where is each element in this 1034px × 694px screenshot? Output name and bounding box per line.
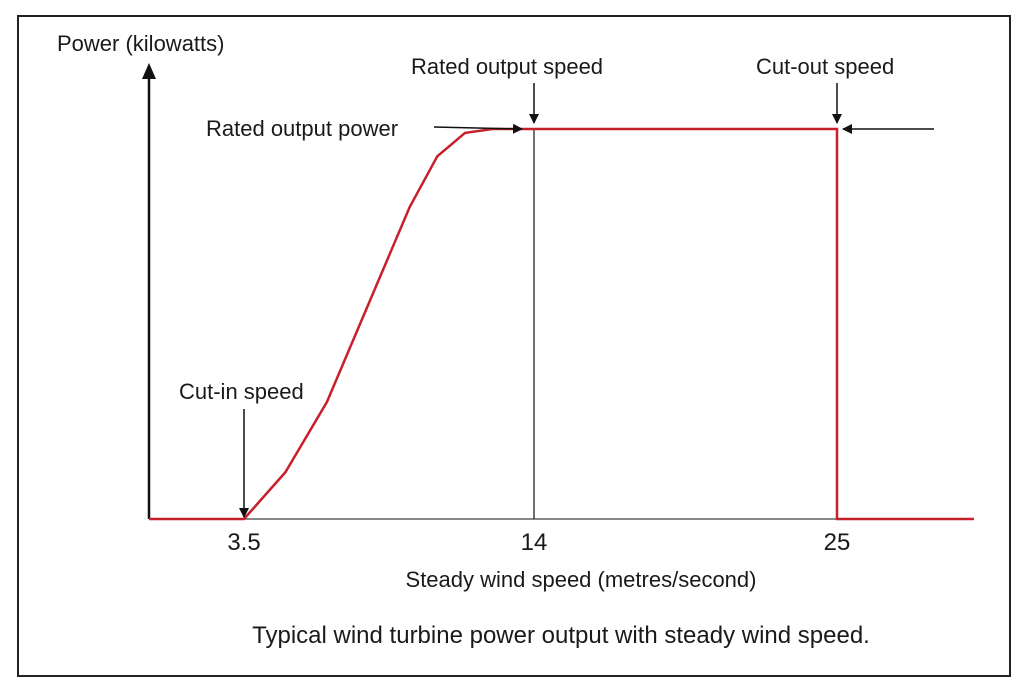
x-tick-label-25: 25 — [824, 529, 851, 556]
figure-caption: Typical wind turbine power output with s… — [252, 622, 870, 649]
x-tick-label-14: 14 — [521, 529, 548, 556]
annotation-cut-out-label: Cut-out speed — [756, 54, 894, 79]
y-axis-label: Power (kilowatts) — [57, 31, 224, 56]
annotation-cut-in-label: Cut-in speed — [179, 379, 304, 404]
annotation-rated-speed-label: Rated output speed — [411, 54, 603, 79]
x-tick-label-3-5: 3.5 — [227, 529, 260, 556]
power-curve-chart: Power (kilowatts) 3.5 14 25 Steady wind … — [57, 31, 974, 649]
annotation-rated-power-arrow — [433, 123, 523, 134]
power-curve-line — [149, 127, 974, 521]
figure-frame: Power (kilowatts) 3.5 14 25 Steady wind … — [17, 15, 1011, 677]
y-axis-arrowhead — [142, 63, 156, 79]
annotation-rated-power-label: Rated output power — [206, 116, 398, 141]
x-axis-label: Steady wind speed (metres/second) — [406, 567, 757, 592]
